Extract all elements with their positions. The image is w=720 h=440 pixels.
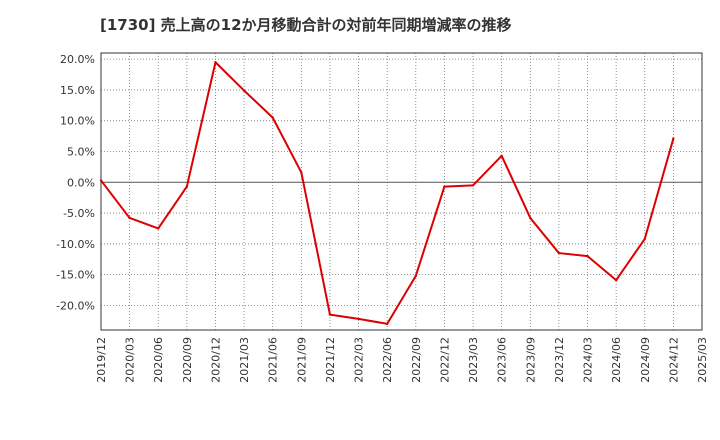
x-tick-label: 2022/06 (381, 337, 394, 383)
x-tick-label: 2021/09 (295, 337, 308, 383)
x-tick-label: 2023/12 (553, 337, 566, 383)
data-point (443, 185, 446, 188)
x-tick-label: 2023/03 (467, 337, 480, 383)
y-tick-label: 5.0% (67, 145, 95, 158)
x-tick-label: 2022/03 (353, 337, 366, 383)
x-tick-label: 2024/09 (639, 337, 652, 383)
data-point (185, 185, 189, 188)
x-tick-label: 2021/03 (238, 337, 251, 383)
data-point (643, 237, 646, 241)
plot-area (101, 53, 702, 330)
y-tick-label: -5.0% (63, 207, 95, 220)
data-point (300, 171, 303, 174)
x-tick-label: 2023/09 (524, 337, 537, 383)
x-tick-label: 2024/03 (582, 337, 595, 383)
data-point (614, 278, 618, 282)
data-point (500, 154, 503, 157)
data-point (414, 274, 418, 278)
data-point (471, 184, 475, 187)
y-tick-label: -15.0% (56, 269, 95, 282)
y-tick-label: -20.0% (56, 299, 95, 312)
data-point (99, 179, 103, 182)
data-point (385, 322, 389, 326)
y-tick-label: 10.0% (60, 115, 95, 128)
x-tick-label: 2019/12 (95, 337, 108, 383)
x-tick-label: 2024/12 (667, 337, 680, 383)
x-tick-label: 2022/09 (410, 337, 423, 383)
x-tick-label: 2020/03 (124, 337, 137, 383)
chart-title: [1730] 売上高の12か月移動合計の対前年同期増減率の推移 (100, 16, 512, 34)
data-point (529, 216, 532, 220)
plot-frame (100, 52, 703, 331)
x-tick-label: 2021/12 (324, 337, 337, 383)
y-tick-label: 20.0% (60, 53, 95, 66)
data-point (271, 116, 274, 119)
y-tick-label: 15.0% (60, 84, 95, 97)
x-tick-label: 2024/06 (610, 337, 623, 383)
data-point (242, 89, 246, 92)
data-point (586, 254, 589, 258)
y-tick-label: -10.0% (56, 238, 95, 251)
x-tick-label: 2023/06 (496, 337, 509, 383)
data-point (672, 137, 675, 140)
x-tick-label: 2025/03 (696, 337, 709, 383)
y-tick-label: 0.0% (67, 176, 95, 189)
x-tick-label: 2022/12 (438, 337, 451, 383)
data-point (214, 61, 217, 64)
x-tick-label: 2020/12 (209, 337, 222, 383)
data-point (557, 251, 561, 255)
data-point (357, 317, 360, 321)
data-point (157, 227, 160, 230)
x-tick-label: 2020/06 (152, 337, 165, 383)
data-point (328, 313, 332, 316)
x-tick-label: 2021/06 (267, 337, 280, 383)
x-tick-label: 2020/09 (181, 337, 194, 383)
data-point (128, 216, 131, 220)
